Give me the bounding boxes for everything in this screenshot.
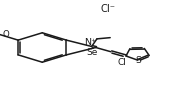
- Text: Cl⁻: Cl⁻: [100, 4, 116, 14]
- Text: N⁺: N⁺: [84, 38, 96, 47]
- Text: S: S: [135, 57, 141, 65]
- Text: Se: Se: [87, 48, 98, 57]
- Text: Cl: Cl: [118, 58, 127, 67]
- Text: O: O: [3, 30, 9, 39]
